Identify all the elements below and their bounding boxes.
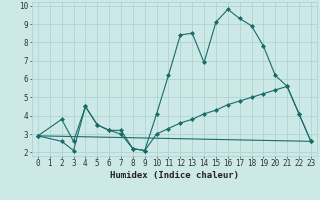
X-axis label: Humidex (Indice chaleur): Humidex (Indice chaleur) bbox=[110, 171, 239, 180]
